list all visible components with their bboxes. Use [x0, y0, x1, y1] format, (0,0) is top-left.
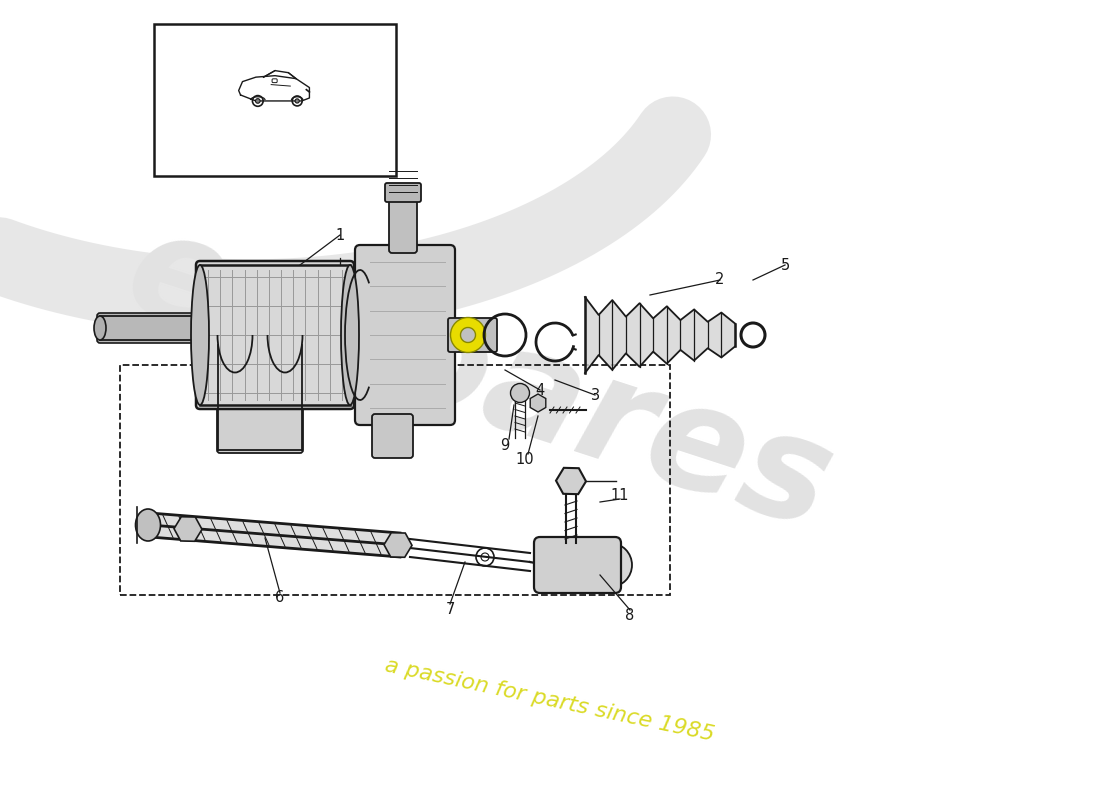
FancyBboxPatch shape — [272, 79, 277, 82]
FancyBboxPatch shape — [385, 183, 421, 202]
Text: 7: 7 — [446, 602, 454, 618]
Text: 2: 2 — [715, 273, 725, 287]
Circle shape — [295, 99, 299, 103]
Text: 4: 4 — [536, 382, 544, 398]
Ellipse shape — [191, 265, 209, 405]
Text: 8: 8 — [626, 607, 635, 622]
Circle shape — [510, 383, 529, 402]
Ellipse shape — [135, 509, 161, 541]
FancyBboxPatch shape — [372, 414, 412, 458]
FancyBboxPatch shape — [355, 245, 455, 425]
Text: 3: 3 — [591, 387, 600, 402]
Text: 11: 11 — [610, 487, 629, 502]
FancyBboxPatch shape — [217, 402, 302, 453]
FancyBboxPatch shape — [97, 313, 204, 343]
Bar — [120, 365, 670, 595]
Text: euroares: euroares — [110, 200, 849, 560]
Text: 9: 9 — [500, 438, 509, 453]
Circle shape — [588, 543, 632, 587]
Ellipse shape — [341, 265, 359, 405]
Circle shape — [255, 98, 260, 103]
Text: 5: 5 — [780, 258, 790, 273]
Text: 6: 6 — [275, 590, 285, 606]
Bar — [154, 24, 396, 176]
Ellipse shape — [94, 316, 106, 340]
FancyBboxPatch shape — [448, 318, 497, 352]
Text: a passion for parts since 1985: a passion for parts since 1985 — [384, 655, 716, 745]
Wedge shape — [451, 318, 485, 353]
FancyBboxPatch shape — [389, 197, 417, 253]
FancyBboxPatch shape — [196, 261, 354, 409]
Text: 1: 1 — [336, 227, 344, 242]
Polygon shape — [585, 297, 735, 373]
FancyBboxPatch shape — [534, 537, 622, 593]
Text: 10: 10 — [516, 453, 535, 467]
